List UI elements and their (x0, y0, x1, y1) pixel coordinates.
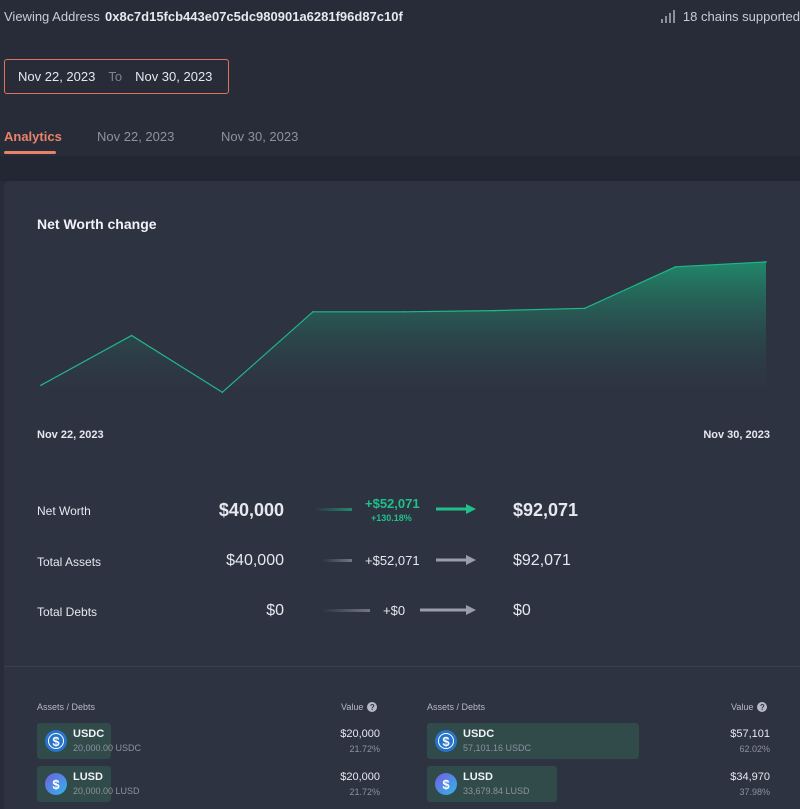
asset-pct: 21.72% (349, 744, 380, 754)
date-to[interactable]: Nov 30, 2023 (135, 69, 213, 84)
help-icon[interactable]: ? (757, 702, 768, 712)
chart-point (584, 307, 586, 310)
net-worth-delta: +$52,071 (365, 496, 420, 511)
tab-start-date[interactable]: Nov 22, 2023 (97, 129, 175, 144)
signal-bars-icon (660, 10, 675, 23)
tab-bar: Analytics Nov 22, 2023 Nov 30, 2023 (0, 120, 800, 156)
x-axis-end-label: Nov 30, 2023 (703, 429, 770, 441)
total-assets-to: $92,071 (513, 552, 571, 569)
net-worth-label: Net Worth (37, 504, 91, 518)
asset-row-lusd-right[interactable]: $ LUSD 33,679.84 LUSD $34,970 37.98% (427, 766, 772, 802)
total-assets-delta: +$52,071 (365, 553, 420, 568)
chart-point (312, 311, 314, 313)
total-debts-delta: +$0 (383, 603, 406, 618)
right-table-header-value: Value ? (731, 702, 768, 712)
lusd-icon: $ (45, 773, 67, 795)
asset-amount: 33,679.84 LUSD (463, 786, 530, 796)
total-debts-row: Total Debts $0 +$0 $0 (4, 597, 800, 627)
asset-row-usdc-left[interactable]: $ USDC 20,000.00 USDC $20,000 21.72% (37, 723, 382, 759)
arrow-right-icon (436, 555, 476, 565)
asset-value: $20,000 (340, 728, 380, 740)
top-bar: Viewing Address 0x8c7d15fcb443e07c5dc980… (0, 0, 800, 34)
active-tab-indicator (4, 151, 56, 154)
asset-pct: 21.72% (349, 787, 380, 797)
total-debts-label: Total Debts (37, 605, 98, 619)
net-worth-row: Net Worth $40,000 +$52,071 +130.18% $92,… (4, 496, 800, 526)
asset-value: $57,101 (730, 728, 770, 740)
content-separator (0, 156, 800, 181)
arrow-right-icon (420, 605, 476, 615)
asset-amount: 57,101.16 USDC (463, 743, 532, 753)
asset-pct: 37.98% (739, 787, 770, 797)
left-table-value-label: Value (341, 702, 364, 712)
arrow-right-icon (436, 504, 476, 514)
net-worth-chart (40, 261, 767, 394)
analytics-card: Net Worth change Nov 22, 2023 Nov 30, 20… (4, 181, 800, 809)
chart-title: Net Worth change (37, 216, 157, 232)
chart-point (493, 309, 495, 312)
chart-point (402, 311, 405, 313)
date-separator: To (108, 69, 123, 84)
usdc-icon: $ (45, 730, 67, 752)
asset-row-usdc-right[interactable]: $ USDC 57,101.16 USDC $57,101 62.02% (427, 723, 772, 759)
asset-symbol: USDC (463, 728, 495, 740)
net-worth-to: $92,071 (513, 500, 579, 520)
x-axis-start-label: Nov 22, 2023 (37, 429, 104, 441)
chart-point (221, 391, 224, 394)
right-table-header-label: Assets / Debts (427, 702, 486, 712)
chart-point (765, 261, 767, 263)
asset-value: $20,000 (340, 771, 380, 783)
asset-amount: 20,000.00 LUSD (73, 786, 140, 796)
asset-row-lusd-left[interactable]: $ LUSD 20,000.00 LUSD $20,000 21.72% (37, 766, 382, 802)
asset-pill-background (427, 723, 639, 759)
asset-symbol: LUSD (463, 771, 493, 783)
date-range-picker[interactable]: Nov 22, 2023 To Nov 30, 2023 (4, 59, 229, 94)
asset-pct: 62.02% (739, 744, 770, 754)
section-divider (4, 666, 800, 667)
chart-point (40, 384, 42, 386)
net-worth-delta-pct: +130.18% (371, 513, 412, 523)
left-table-header-label: Assets / Debts (37, 702, 96, 712)
asset-symbol: LUSD (73, 771, 103, 783)
net-worth-from: $40,000 (218, 500, 284, 520)
chains-supported[interactable]: 18 chains supported (660, 9, 800, 24)
right-table-value-label: Value (731, 702, 754, 712)
total-debts-fade-line (322, 609, 370, 612)
total-debts-to: $0 (513, 602, 531, 619)
total-assets-row: Total Assets $40,000 +$52,071 $92,071 (4, 547, 800, 577)
total-assets-fade-line (322, 559, 352, 562)
wallet-address[interactable]: 0x8c7d15fcb443e07c5dc980901a6281f96d87c1… (105, 9, 403, 24)
tab-analytics[interactable]: Analytics (4, 129, 62, 144)
total-debts-from: $0 (266, 602, 284, 619)
usdc-icon: $ (435, 730, 457, 752)
address-label: Viewing Address (4, 9, 100, 24)
net-worth-fade-line (314, 508, 352, 511)
date-from[interactable]: Nov 22, 2023 (18, 69, 96, 84)
lusd-icon: $ (435, 773, 457, 795)
total-assets-label: Total Assets (37, 555, 102, 569)
chains-supported-label: 18 chains supported (682, 9, 800, 24)
chart-area-fill (41, 261, 766, 393)
help-icon[interactable]: ? (367, 702, 378, 712)
total-assets-from: $40,000 (226, 552, 284, 569)
asset-amount: 20,000.00 USDC (73, 743, 142, 753)
chart-point (674, 266, 677, 268)
left-table-header-value: Value ? (341, 702, 378, 712)
chart-point (130, 334, 133, 337)
asset-symbol: USDC (73, 728, 105, 740)
asset-value: $34,970 (730, 771, 770, 783)
tab-end-date[interactable]: Nov 30, 2023 (221, 129, 299, 144)
